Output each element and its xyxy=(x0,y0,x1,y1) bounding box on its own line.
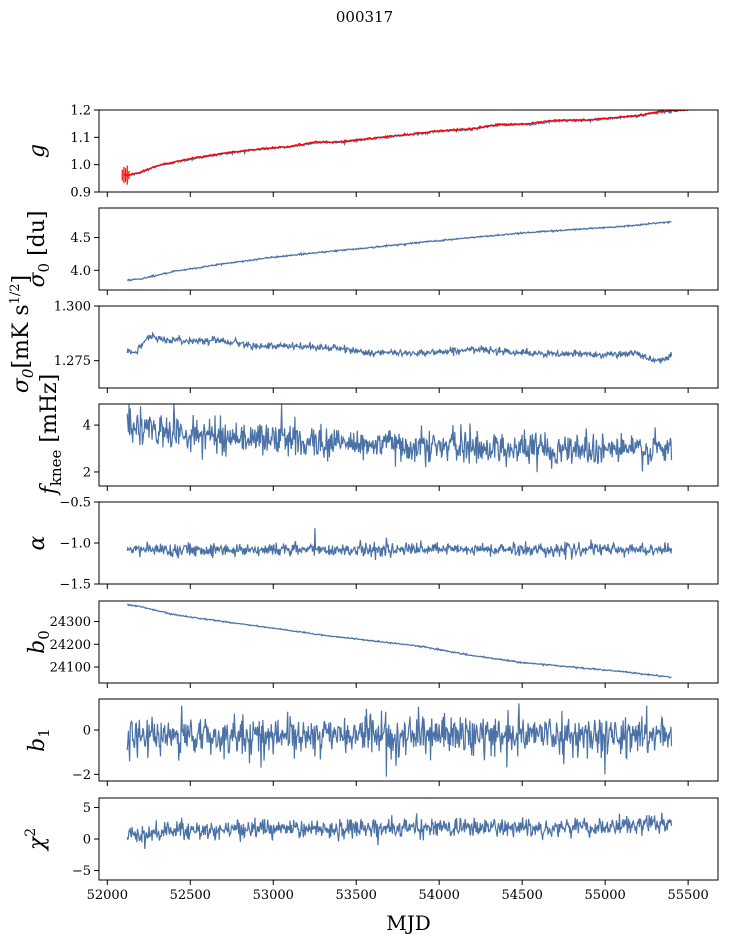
axes-frame xyxy=(98,600,719,684)
ytick-label: 0 xyxy=(83,724,91,739)
axes-frame xyxy=(98,207,719,291)
axes-frame xyxy=(98,109,719,193)
panel-alpha: −1.5 −1.0 −0.5 α xyxy=(25,496,719,593)
axes-frame xyxy=(98,403,719,487)
ytick-label: −2 xyxy=(72,768,91,783)
ylabel-alpha: α xyxy=(25,535,50,550)
ytick-label: −0.5 xyxy=(59,496,91,511)
axes-frame xyxy=(98,305,719,389)
panel-b1: −2 0 b1 xyxy=(25,698,719,786)
xtick-label: 53500 xyxy=(336,888,377,903)
ytick-label: 1.2 xyxy=(70,104,91,119)
figure-title: 000317 xyxy=(335,8,394,26)
ytick-label: 1.1 xyxy=(70,131,91,146)
ytick-label: 1.0 xyxy=(70,158,91,173)
series-line-fknee xyxy=(126,404,673,473)
panel-chi2: −5 0 5 52000 52500 53000 53500 54000 54500 55000 5… xyxy=(23,797,719,903)
series-line-alpha xyxy=(126,528,673,561)
xtick-label: 53000 xyxy=(253,888,294,903)
ytick-label: 1.300 xyxy=(54,300,91,315)
xtick-label: 55000 xyxy=(584,888,625,903)
ytick-label: −1.0 xyxy=(59,537,91,552)
ytick-label: 24300 xyxy=(50,615,91,630)
series-line-sigma0_du xyxy=(126,220,672,283)
highlight-line-g xyxy=(123,110,689,177)
ylabel-sigma0_mK: σ0[mK s1/2] xyxy=(8,275,37,393)
panel-fknee: 2 4 fknee [mHz] xyxy=(37,374,719,496)
ylabel-g: g xyxy=(25,144,50,158)
panel-sigma0_mK: 1.275 1.300 σ0[mK s1/2] xyxy=(8,275,719,393)
ylabel-sigma0_du: σ0 [du] xyxy=(25,211,53,288)
xtick-label: 54000 xyxy=(419,888,460,903)
xtick-label: 54500 xyxy=(501,888,542,903)
ytick-label: 0.9 xyxy=(70,186,91,201)
ylabel-b0: b0 xyxy=(25,630,53,654)
ytick-label: −5 xyxy=(72,864,91,879)
ylabel-chi2: χ2 xyxy=(23,828,50,852)
series-line-b1 xyxy=(126,703,673,777)
ytick-label: −1.5 xyxy=(59,578,91,593)
ytick-label: 2 xyxy=(83,465,91,480)
series-line-b0 xyxy=(127,603,672,679)
xtick-label: 52000 xyxy=(87,888,128,903)
panel-sigma0_du: 4.0 4.5 σ0 [du] xyxy=(25,207,719,295)
xtick-label: 52500 xyxy=(170,888,211,903)
series-line-sigma0_mK xyxy=(126,331,673,364)
ytick-label: 4.0 xyxy=(70,264,91,279)
xtick-label: 55500 xyxy=(667,888,708,903)
ytick-label: 24200 xyxy=(50,638,91,653)
axes-frame xyxy=(98,698,719,782)
ytick-label: 4.5 xyxy=(70,231,91,246)
ytick-label: 1.275 xyxy=(54,354,91,369)
panel-g: 0.9 1.0 1.1 1.2 g xyxy=(25,104,719,201)
series-line-chi2 xyxy=(126,812,673,850)
ytick-label: 5 xyxy=(83,801,91,816)
axes-frame xyxy=(98,797,719,881)
ytick-label: 0 xyxy=(83,833,91,848)
ylabel-fknee: fknee [mHz] xyxy=(37,374,65,496)
ytick-label: 4 xyxy=(83,419,91,434)
ylabel-b1: b1 xyxy=(25,728,53,752)
ytick-label: 24100 xyxy=(50,661,91,676)
axes-frame xyxy=(98,501,719,585)
xlabel: MJD xyxy=(386,911,431,935)
